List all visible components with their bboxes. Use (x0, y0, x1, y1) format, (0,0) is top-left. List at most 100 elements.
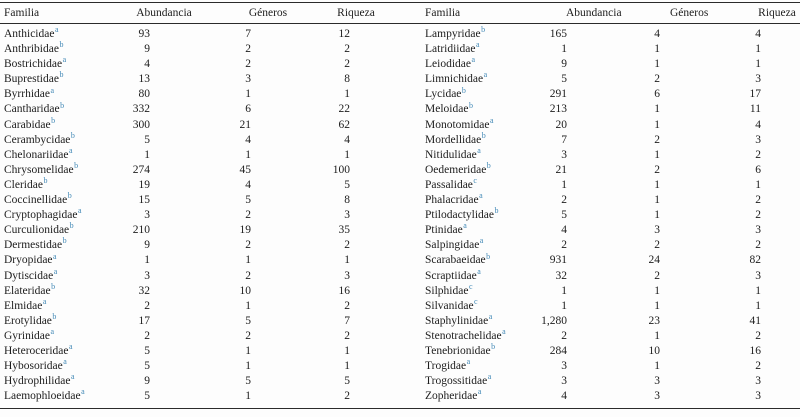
abundancia-cell: 7 (561, 133, 567, 146)
abundancia-cell: 1 (561, 43, 567, 56)
table-row: Silvanidaec 1 1 1 (404, 296, 800, 314)
abundancia-cell: 1 (561, 178, 567, 191)
abundancia-cell: 2 (561, 239, 567, 252)
riqueza-cell: 4 (755, 28, 761, 40)
familia-cell: Nitidulidaea (425, 145, 481, 161)
generos-cell: 1 (245, 390, 251, 403)
generos-cell: 1 (654, 43, 660, 56)
generos-cell: 4 (245, 133, 251, 146)
familia-cell: Staphylinidaea (425, 311, 493, 327)
riqueza-cell: 3 (755, 390, 761, 403)
familia-cell: Hybosoridaea (4, 357, 67, 373)
footnote-marker: a (483, 70, 488, 80)
footnote-marker: b (491, 342, 496, 352)
familia-cell: Elateridaeb (4, 281, 56, 297)
familia-cell: Byrrhidaea (4, 85, 55, 101)
generos-cell: 2 (654, 269, 660, 282)
familia-cell: Ptilodactylidaeb (425, 206, 499, 222)
generos-cell: 1 (654, 148, 660, 161)
table-row: Scraptiidaea 32 2 3 (404, 267, 800, 284)
riqueza-cell: 1 (755, 58, 761, 71)
familia-cell: Meloidaeb (425, 100, 473, 116)
table-row: Ptilodactylidaeb 5 1 2 (404, 206, 800, 223)
abundancia-cell: 1 (561, 299, 567, 312)
abundancia-cell: 17 (138, 314, 151, 327)
table-row: Nitidulidaea 3 1 2 (404, 145, 800, 163)
generos-cell: 1 (654, 360, 660, 373)
footnote-marker: a (63, 357, 67, 367)
generos-cell: 1 (654, 284, 660, 297)
table-row: Dermestidaeb 9 2 2 (0, 236, 396, 253)
column-header-abundancia: Abundancia (566, 7, 622, 19)
generos-cell: 5 (245, 375, 251, 388)
table-row: Dryopidaea 1 1 1 (0, 252, 396, 268)
abundancia-cell: 300 (132, 118, 150, 131)
riqueza-cell: 11 (749, 103, 761, 116)
table-row: Cerambycidaeb 5 4 4 (0, 130, 396, 148)
riqueza-cell: 2 (755, 360, 761, 373)
table-row: Lampyridaeb 165 4 4 (404, 26, 800, 42)
familia-cell: Coccinellidaeb (4, 191, 72, 207)
table-row: Hydrophilidaea 9 5 5 (0, 373, 396, 389)
footnote-marker: a (81, 387, 85, 397)
riqueza-cell: 1 (344, 148, 350, 161)
riqueza-cell: 16 (338, 284, 351, 297)
familia-cell: Cerambycidaeb (4, 130, 75, 146)
familia-cell: Silvanidaec (425, 296, 478, 312)
familia-cell: Silphidaec (425, 281, 473, 297)
abundancia-cell: 2 (561, 329, 567, 342)
abundancia-cell: 80 (138, 88, 151, 101)
footnote-marker: b (62, 236, 67, 246)
generos-cell: 1 (654, 194, 660, 207)
column-header-familia: Familia (4, 7, 40, 19)
generos-cell: 10 (648, 344, 661, 357)
abundancia-cell: 4 (561, 224, 567, 237)
abundancia-cell: 3 (144, 209, 150, 222)
abundancia-cell: 3 (561, 148, 567, 161)
familia-cell: Chrysomelidaeb (4, 161, 79, 176)
riqueza-cell: 62 (338, 118, 351, 131)
riqueza-cell: 2 (755, 209, 761, 222)
table-row: Ptinidaea 4 3 3 (404, 222, 800, 238)
table-row: Phalacridaea 2 1 2 (404, 191, 800, 208)
table-row: Elmidaea 2 1 2 (0, 296, 396, 314)
footnote-marker: b (69, 221, 74, 231)
riqueza-cell: 2 (344, 390, 350, 403)
riqueza-cell: 2 (344, 299, 350, 312)
familia-cell: Anthribidaeb (4, 40, 64, 56)
familia-cell: Salpingidaea (425, 236, 484, 252)
generos-cell: 2 (245, 209, 251, 222)
riqueza-cell: 1 (755, 299, 761, 312)
riqueza-cell: 2 (755, 239, 761, 252)
table-row: Chrysomelidaeb 274 45 100 (0, 161, 396, 178)
generos-cell: 5 (245, 314, 251, 327)
abundancia-cell: 5 (561, 73, 567, 86)
riqueza-cell: 1 (344, 254, 350, 267)
abundancia-cell: 19 (138, 178, 151, 191)
riqueza-cell: 8 (344, 194, 350, 207)
abundancia-cell: 9 (144, 43, 150, 56)
familia-cell: Elmidaea (4, 296, 47, 312)
familia-cell: Anthicidaea (4, 25, 59, 40)
footnote-marker: b (52, 311, 57, 321)
table-row: Meloidaeb 213 1 11 (404, 100, 800, 117)
abundancia-cell: 9 (561, 58, 567, 71)
familia-cell: Buprestidaeb (4, 70, 64, 86)
footnote-marker: b (486, 251, 491, 261)
generos-cell: 2 (245, 329, 251, 342)
table-row: Latridiidaea 1 1 1 (404, 41, 800, 57)
familia-cell: Oedemeridaeb (425, 161, 491, 176)
table-row: Bostrichidaea 4 2 2 (0, 56, 396, 72)
column-header-riqueza: Riqueza (337, 7, 375, 19)
familia-cell: Curculionidaeb (4, 221, 74, 237)
riqueza-cell: 7 (344, 314, 350, 327)
familia-cell: Gyrinidaea (4, 327, 55, 342)
riqueza-cell: 82 (749, 254, 762, 267)
footnote-marker: a (479, 191, 483, 201)
abundancia-cell: 1 (561, 284, 567, 297)
footnote-marker: a (50, 327, 55, 337)
generos-cell: 2 (245, 239, 251, 252)
familia-cell: Scarabaeidaeb (425, 251, 491, 267)
footnote-marker: b (59, 40, 64, 50)
generos-cell: 4 (245, 178, 251, 191)
